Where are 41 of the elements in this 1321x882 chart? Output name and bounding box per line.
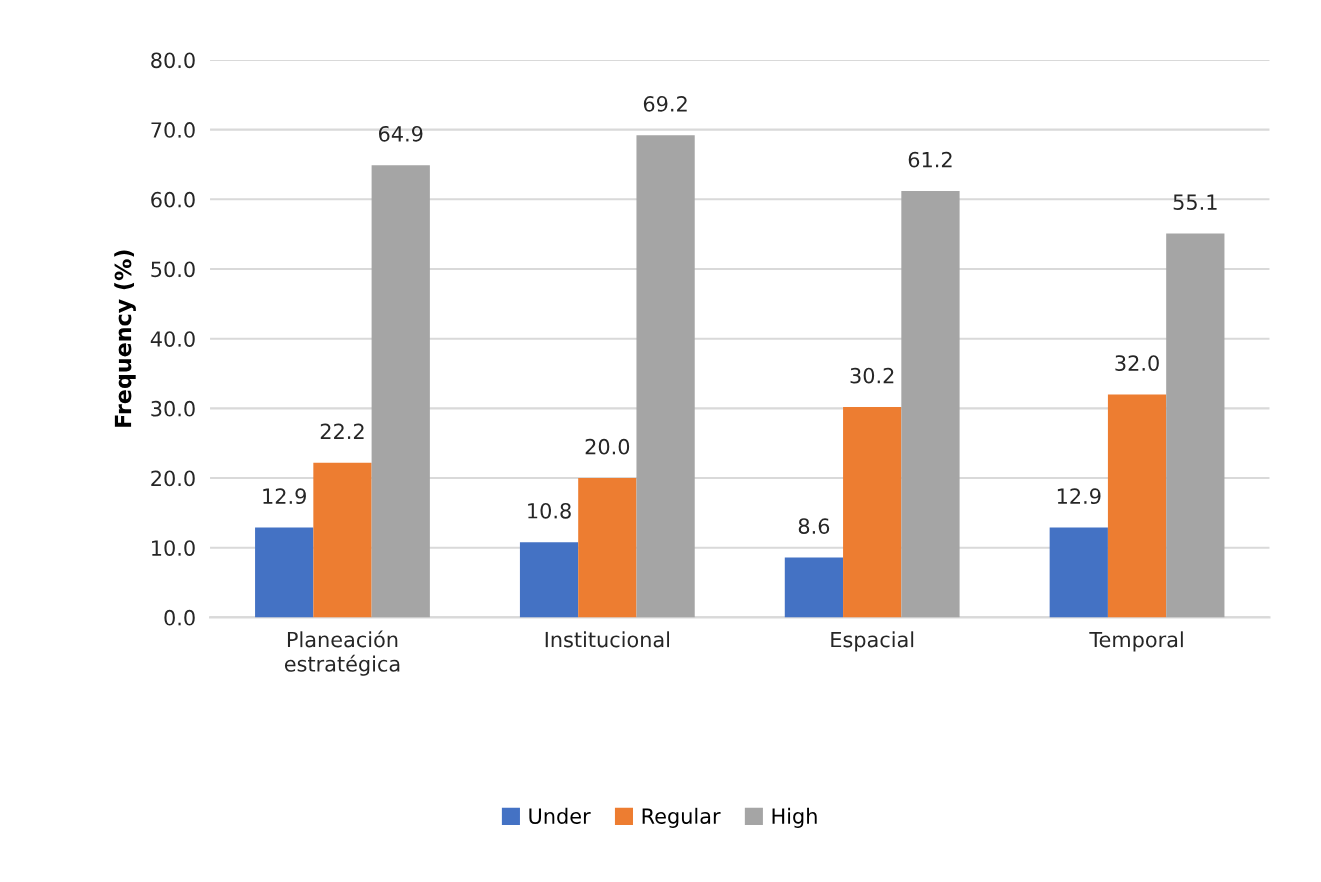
- data-label: 55.1: [1173, 194, 1217, 210]
- data-label: 20.0: [585, 438, 630, 455]
- data-label: 61.2: [908, 151, 952, 168]
- data-label: 22.2: [320, 423, 364, 439]
- y-axis-title: Frequency (%): [114, 250, 136, 427]
- y-tick-label: 60.0: [151, 191, 195, 208]
- bar: [578, 478, 637, 618]
- legend-label: Regular: [642, 807, 721, 828]
- data-label: 30.2: [850, 367, 894, 384]
- bar: [371, 165, 430, 618]
- bar: [784, 557, 844, 618]
- bar: [1107, 394, 1167, 618]
- data-label: 64.9: [379, 125, 423, 142]
- bar: [843, 406, 902, 618]
- y-tick-label: 40.0: [150, 331, 195, 347]
- y-tick-label: 0.0: [164, 609, 195, 626]
- x-tick-label: Temporal: [1089, 631, 1183, 652]
- bar: [1166, 233, 1225, 618]
- y-tick-label: 10.0: [152, 540, 195, 556]
- y-tick-label: 70.0: [151, 122, 195, 138]
- legend-label: High: [772, 807, 817, 828]
- data-label: 69.2: [643, 95, 687, 112]
- x-tick-label: Espacial: [831, 631, 914, 652]
- data-label: 12.9: [263, 488, 306, 505]
- x-tick-label: Planeación estratégica: [284, 630, 400, 676]
- y-tick-label: 20.0: [151, 470, 195, 487]
- bar: [519, 542, 579, 618]
- bar: [901, 190, 960, 618]
- data-label: 32.0: [1115, 355, 1159, 371]
- bar: [1049, 527, 1108, 618]
- legend-label: Under: [529, 807, 591, 824]
- bar: [636, 135, 695, 618]
- y-tick-label: 80.0: [151, 52, 195, 69]
- bar: [313, 462, 372, 618]
- data-label: 8.6: [798, 518, 830, 534]
- y-tick-label: 30.0: [151, 400, 195, 417]
- y-tick-label: 50.0: [151, 261, 195, 278]
- data-label: 12.9: [1057, 488, 1101, 505]
- bar: [255, 527, 314, 618]
- x-tick-label: Institucional: [545, 631, 670, 648]
- data-label: 10.8: [528, 502, 571, 519]
